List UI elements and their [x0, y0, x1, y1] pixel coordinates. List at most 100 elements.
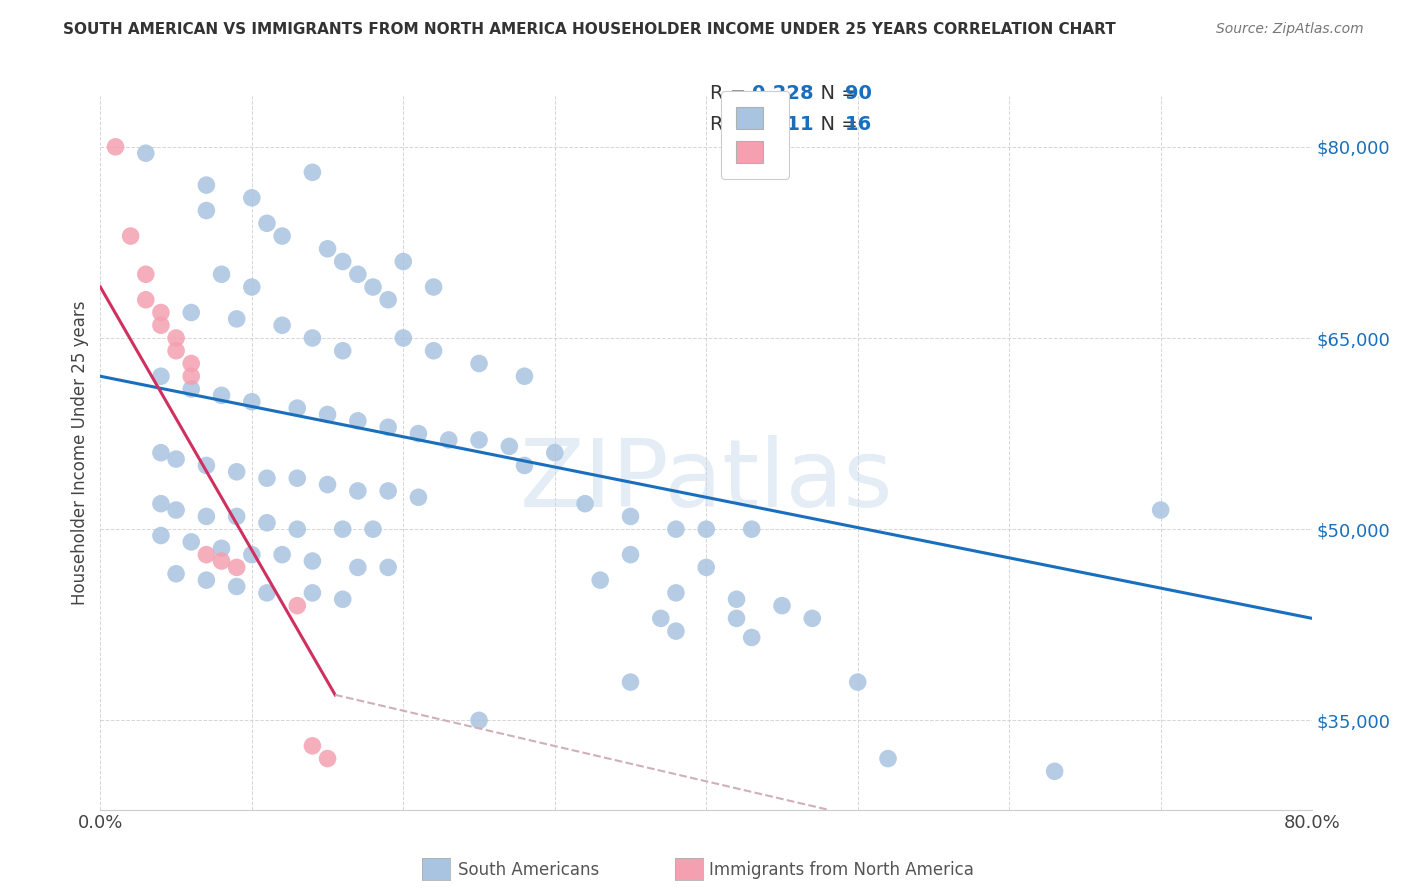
Point	[180, 535, 202, 549]
Point	[619, 548, 641, 562]
Point	[120, 229, 142, 244]
Point	[271, 318, 294, 333]
Point	[332, 592, 354, 607]
Point	[741, 522, 763, 536]
Text: N =: N =	[808, 115, 865, 135]
Point	[149, 318, 172, 333]
Point	[377, 293, 399, 307]
Point	[513, 369, 536, 384]
Point	[301, 331, 323, 345]
Point	[285, 522, 308, 536]
Point	[135, 267, 157, 281]
Text: Source: ZipAtlas.com: Source: ZipAtlas.com	[1216, 22, 1364, 37]
Point	[665, 624, 688, 639]
Point	[285, 471, 308, 485]
Point	[271, 548, 294, 562]
Point	[725, 611, 748, 625]
Point	[256, 216, 278, 230]
Point	[846, 675, 869, 690]
Text: ZIPatlas: ZIPatlas	[519, 435, 893, 527]
Point	[347, 560, 370, 574]
Point	[165, 343, 187, 358]
Point	[135, 146, 157, 161]
Point	[877, 751, 900, 765]
Text: R =: R =	[710, 84, 752, 103]
Point	[285, 599, 308, 613]
Point	[285, 401, 308, 416]
Point	[165, 503, 187, 517]
Text: Immigrants from North America: Immigrants from North America	[709, 861, 973, 879]
Point	[225, 580, 247, 594]
Point	[195, 203, 218, 218]
Text: -0.228: -0.228	[744, 84, 814, 103]
Point	[180, 382, 202, 396]
Point	[377, 483, 399, 498]
Point	[422, 343, 444, 358]
Point	[211, 388, 233, 402]
Point	[468, 714, 491, 728]
Text: SOUTH AMERICAN VS IMMIGRANTS FROM NORTH AMERICA HOUSEHOLDER INCOME UNDER 25 YEAR: SOUTH AMERICAN VS IMMIGRANTS FROM NORTH …	[63, 22, 1116, 37]
Point	[377, 560, 399, 574]
Point	[544, 446, 567, 460]
Point	[695, 522, 717, 536]
Text: 16: 16	[845, 115, 872, 135]
Point	[619, 675, 641, 690]
Point	[1150, 503, 1173, 517]
Point	[468, 433, 491, 447]
Point	[589, 573, 612, 587]
Point	[149, 497, 172, 511]
Point	[498, 439, 520, 453]
Point	[361, 280, 384, 294]
Point	[240, 191, 263, 205]
Text: R =: R =	[710, 115, 752, 135]
Point	[180, 305, 202, 319]
Text: -0.611: -0.611	[744, 115, 814, 135]
Point	[211, 541, 233, 556]
Point	[240, 548, 263, 562]
Point	[316, 408, 339, 422]
Point	[665, 522, 688, 536]
Point	[316, 242, 339, 256]
Point	[225, 509, 247, 524]
Point	[332, 343, 354, 358]
Point	[650, 611, 672, 625]
Point	[301, 586, 323, 600]
Point	[180, 369, 202, 384]
Point	[149, 446, 172, 460]
Point	[347, 414, 370, 428]
Point	[741, 631, 763, 645]
Point	[104, 140, 127, 154]
Point	[408, 426, 430, 441]
Point	[149, 305, 172, 319]
Point	[619, 509, 641, 524]
Point	[240, 280, 263, 294]
Point	[240, 394, 263, 409]
Point	[301, 165, 323, 179]
Point	[165, 452, 187, 467]
Point	[165, 331, 187, 345]
Point	[392, 254, 415, 268]
Point	[180, 356, 202, 370]
Point	[332, 522, 354, 536]
Point	[665, 586, 688, 600]
Point	[422, 280, 444, 294]
Point	[195, 573, 218, 587]
Point	[195, 458, 218, 473]
Point	[256, 471, 278, 485]
Legend: , : ,	[721, 91, 789, 179]
Point	[408, 491, 430, 505]
Point	[195, 178, 218, 192]
Point	[211, 554, 233, 568]
Point	[316, 751, 339, 765]
Point	[695, 560, 717, 574]
Point	[149, 369, 172, 384]
Point	[195, 548, 218, 562]
Point	[377, 420, 399, 434]
Point	[225, 465, 247, 479]
Point	[135, 293, 157, 307]
Point	[392, 331, 415, 345]
Point	[468, 356, 491, 370]
Text: N =: N =	[808, 84, 865, 103]
Point	[195, 509, 218, 524]
Point	[332, 254, 354, 268]
